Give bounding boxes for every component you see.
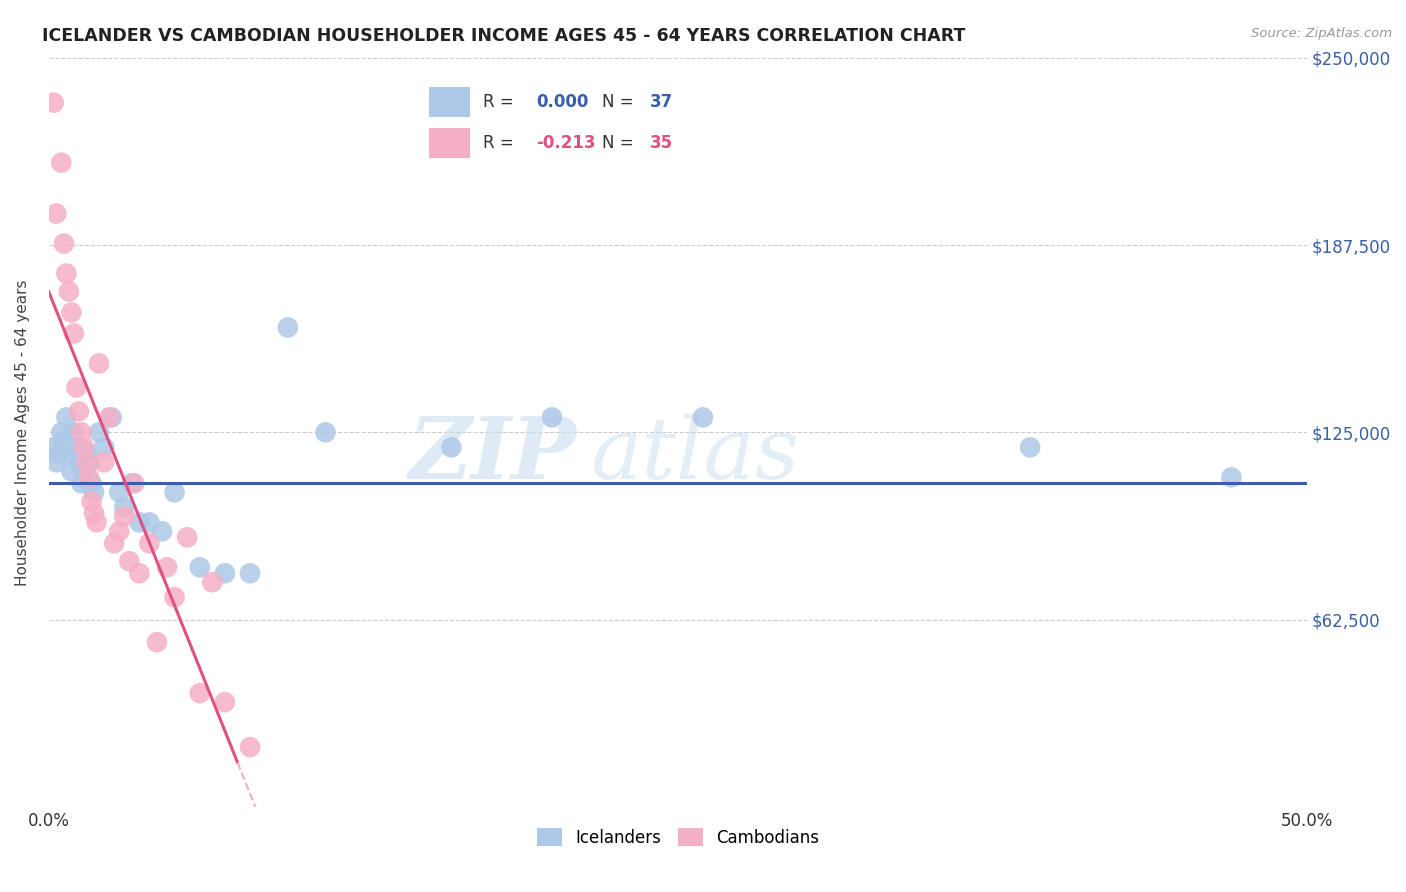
Point [65, 380, 87, 394]
Point [1019, 441, 1042, 455]
Point [156, 560, 179, 574]
Point [51, 425, 73, 440]
Point [93, 455, 115, 469]
Point [176, 530, 198, 544]
Point [277, 320, 299, 334]
Point [55, 267, 77, 281]
Point [124, 476, 146, 491]
Point [83, 485, 105, 500]
Point [315, 425, 337, 440]
Y-axis label: Householder Income Ages 45 - 64 years: Householder Income Ages 45 - 64 years [15, 279, 30, 586]
Point [93, 441, 115, 455]
Point [146, 635, 169, 649]
Point [45, 206, 67, 220]
Text: Source: ZipAtlas.com: Source: ZipAtlas.com [1251, 27, 1392, 40]
Point [121, 476, 143, 491]
Point [70, 425, 93, 440]
Point [63, 425, 86, 440]
Point [58, 446, 80, 460]
Point [188, 560, 211, 574]
Point [1220, 470, 1243, 484]
Point [80, 476, 103, 491]
Point [98, 410, 121, 425]
Point [67, 404, 90, 418]
Text: ICELANDER VS CAMBODIAN HOUSEHOLDER INCOME AGES 45 - 64 YEARS CORRELATION CHART: ICELANDER VS CAMBODIAN HOUSEHOLDER INCOM… [42, 27, 966, 45]
Point [100, 410, 122, 425]
Point [83, 506, 105, 520]
Point [692, 410, 714, 425]
Point [51, 155, 73, 169]
Point [60, 305, 83, 319]
Text: ZIP: ZIP [409, 413, 578, 497]
Point [214, 566, 236, 581]
Point [541, 410, 564, 425]
Point [163, 485, 186, 500]
Point [58, 285, 80, 299]
Point [63, 326, 86, 341]
Point [138, 536, 160, 550]
Point [103, 536, 125, 550]
Point [201, 575, 224, 590]
Point [112, 500, 135, 515]
Point [48, 446, 70, 460]
Point [67, 455, 90, 469]
Point [108, 485, 131, 500]
Point [42, 441, 65, 455]
Point [80, 494, 103, 508]
Point [73, 441, 96, 455]
Point [77, 470, 100, 484]
Point [214, 695, 236, 709]
Point [87, 356, 110, 370]
Point [188, 686, 211, 700]
Legend: Icelanders, Cambodians: Icelanders, Cambodians [529, 820, 827, 855]
Point [76, 446, 98, 460]
Point [108, 524, 131, 539]
Point [150, 524, 173, 539]
Point [128, 516, 150, 530]
Point [52, 236, 75, 251]
Text: atlas: atlas [589, 414, 799, 496]
Point [118, 554, 141, 568]
Point [70, 476, 93, 491]
Point [42, 95, 65, 110]
Point [52, 434, 75, 449]
Point [45, 455, 67, 469]
Point [55, 410, 77, 425]
Point [77, 455, 100, 469]
Point [87, 425, 110, 440]
Point [76, 455, 98, 469]
Point [239, 740, 262, 755]
Point [112, 509, 135, 524]
Point [73, 464, 96, 478]
Point [138, 516, 160, 530]
Point [163, 591, 186, 605]
Point [86, 516, 108, 530]
Point [440, 441, 463, 455]
Point [65, 441, 87, 455]
Point [60, 464, 83, 478]
Point [128, 566, 150, 581]
Point [239, 566, 262, 581]
